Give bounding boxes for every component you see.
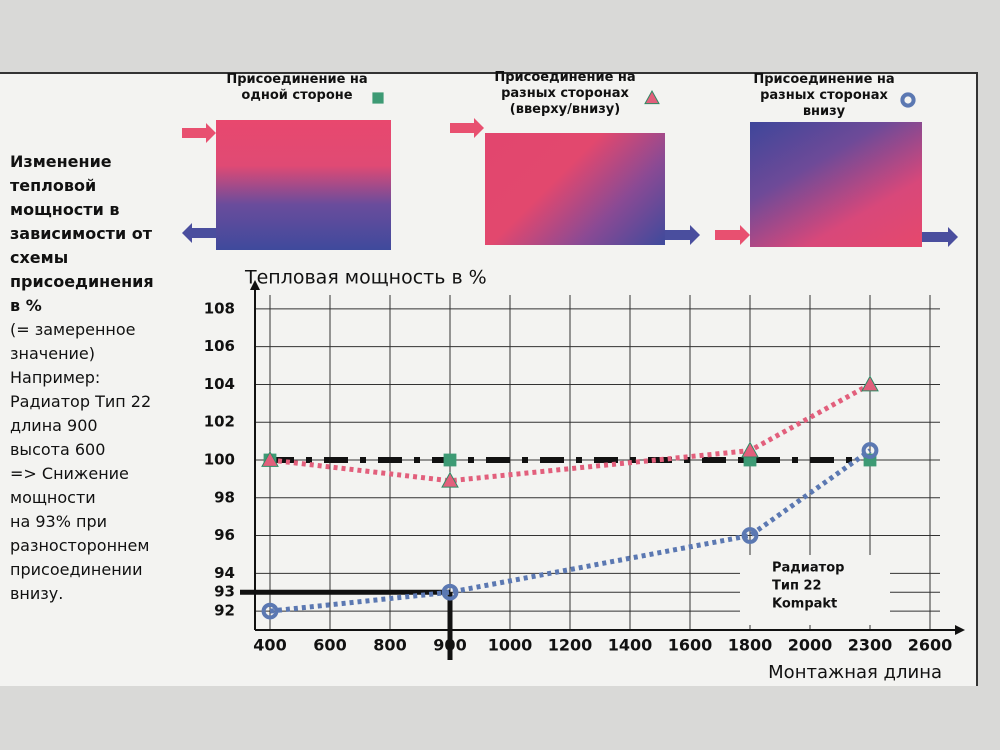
side-note-line: Радиатор Тип 22	[10, 392, 152, 411]
side-note-heading: зависимости от	[10, 224, 152, 243]
side-note-heading: Изменение	[10, 152, 112, 171]
radiator	[485, 133, 665, 245]
y-tick-label: 102	[204, 413, 235, 431]
side-note-line: разностороннем	[10, 536, 150, 555]
marker	[441, 471, 459, 488]
annotation: Радиатор	[772, 561, 844, 576]
side-note-line: значение)	[10, 344, 96, 363]
axis-arrow	[955, 625, 965, 635]
y-tick-label: 98	[214, 488, 235, 506]
x-tick-label: 600	[313, 636, 346, 655]
annotation-box	[740, 555, 890, 625]
side-note-line: присоединении	[10, 560, 143, 579]
side-note-line: => Снижение	[10, 464, 129, 483]
y-tick-label: 108	[204, 299, 235, 317]
marker	[441, 583, 459, 601]
y-tick-label: 106	[204, 337, 235, 355]
series-line	[269, 448, 872, 614]
marker	[443, 453, 457, 467]
marker	[741, 527, 759, 544]
series-line	[269, 382, 872, 484]
legend-label: Присоединение на одной стороне	[226, 72, 368, 103]
axis-arrow	[250, 280, 260, 290]
side-note-line: внизу.	[10, 584, 64, 603]
side-note-heading: присоединения	[10, 272, 154, 291]
marker	[261, 602, 279, 620]
marker	[644, 89, 660, 105]
x-tick-label: 2600	[908, 636, 953, 655]
x-tick-label: 1000	[488, 636, 533, 655]
marker	[900, 92, 916, 108]
x-tick-label: 400	[253, 636, 286, 655]
y-tick-label: 104	[204, 375, 235, 393]
y-tick-label: 93	[214, 583, 235, 601]
annotation: Тип 22	[772, 579, 822, 594]
side-note-heading: схемы	[10, 248, 69, 267]
annotation: Kompakt	[772, 597, 837, 612]
side-note-line: высота 600	[10, 440, 106, 459]
x-tick-label: 2000	[788, 636, 833, 655]
side-note: Изменение тепловой мощности в зависимости о…	[10, 150, 180, 606]
side-note-line: Например:	[10, 368, 101, 387]
marker	[861, 375, 879, 392]
x-tick-label: 1400	[608, 636, 653, 655]
x-tick-label: 800	[373, 636, 406, 655]
side-note-heading: тепловой	[10, 176, 97, 195]
side-note-heading: мощности в	[10, 200, 120, 219]
x-tick-label: 2300	[848, 636, 893, 655]
side-note-line: длина 900	[10, 416, 98, 435]
legend-label: Присоединение на разных сторонах внизу	[753, 72, 895, 119]
arrows	[182, 118, 958, 247]
legend-label: Присоединение на разных сторонах (вверху…	[494, 70, 636, 117]
side-note-heading: в %	[10, 296, 42, 315]
x-tick-label: 1200	[548, 636, 593, 655]
x-tick-label: 1800	[728, 636, 773, 655]
radiator	[750, 122, 922, 247]
side-note-line: на 93% при	[10, 512, 108, 531]
x-tick-label: 1600	[668, 636, 713, 655]
chart-title: Тепловая мощность в %	[244, 267, 487, 289]
marker	[372, 92, 384, 104]
y-tick-label: 94	[214, 564, 235, 582]
marker	[261, 450, 279, 467]
radiator	[216, 120, 391, 250]
x-axis-label: Монтажная длина	[768, 662, 942, 683]
marker	[741, 441, 759, 458]
y-tick-label: 96	[214, 526, 235, 544]
marker	[861, 442, 879, 459]
side-note-line: (= замеренное	[10, 320, 136, 339]
side-note-line: мощности	[10, 488, 96, 507]
y-tick-label: 100	[204, 451, 235, 469]
y-tick-label: 92	[214, 602, 235, 620]
